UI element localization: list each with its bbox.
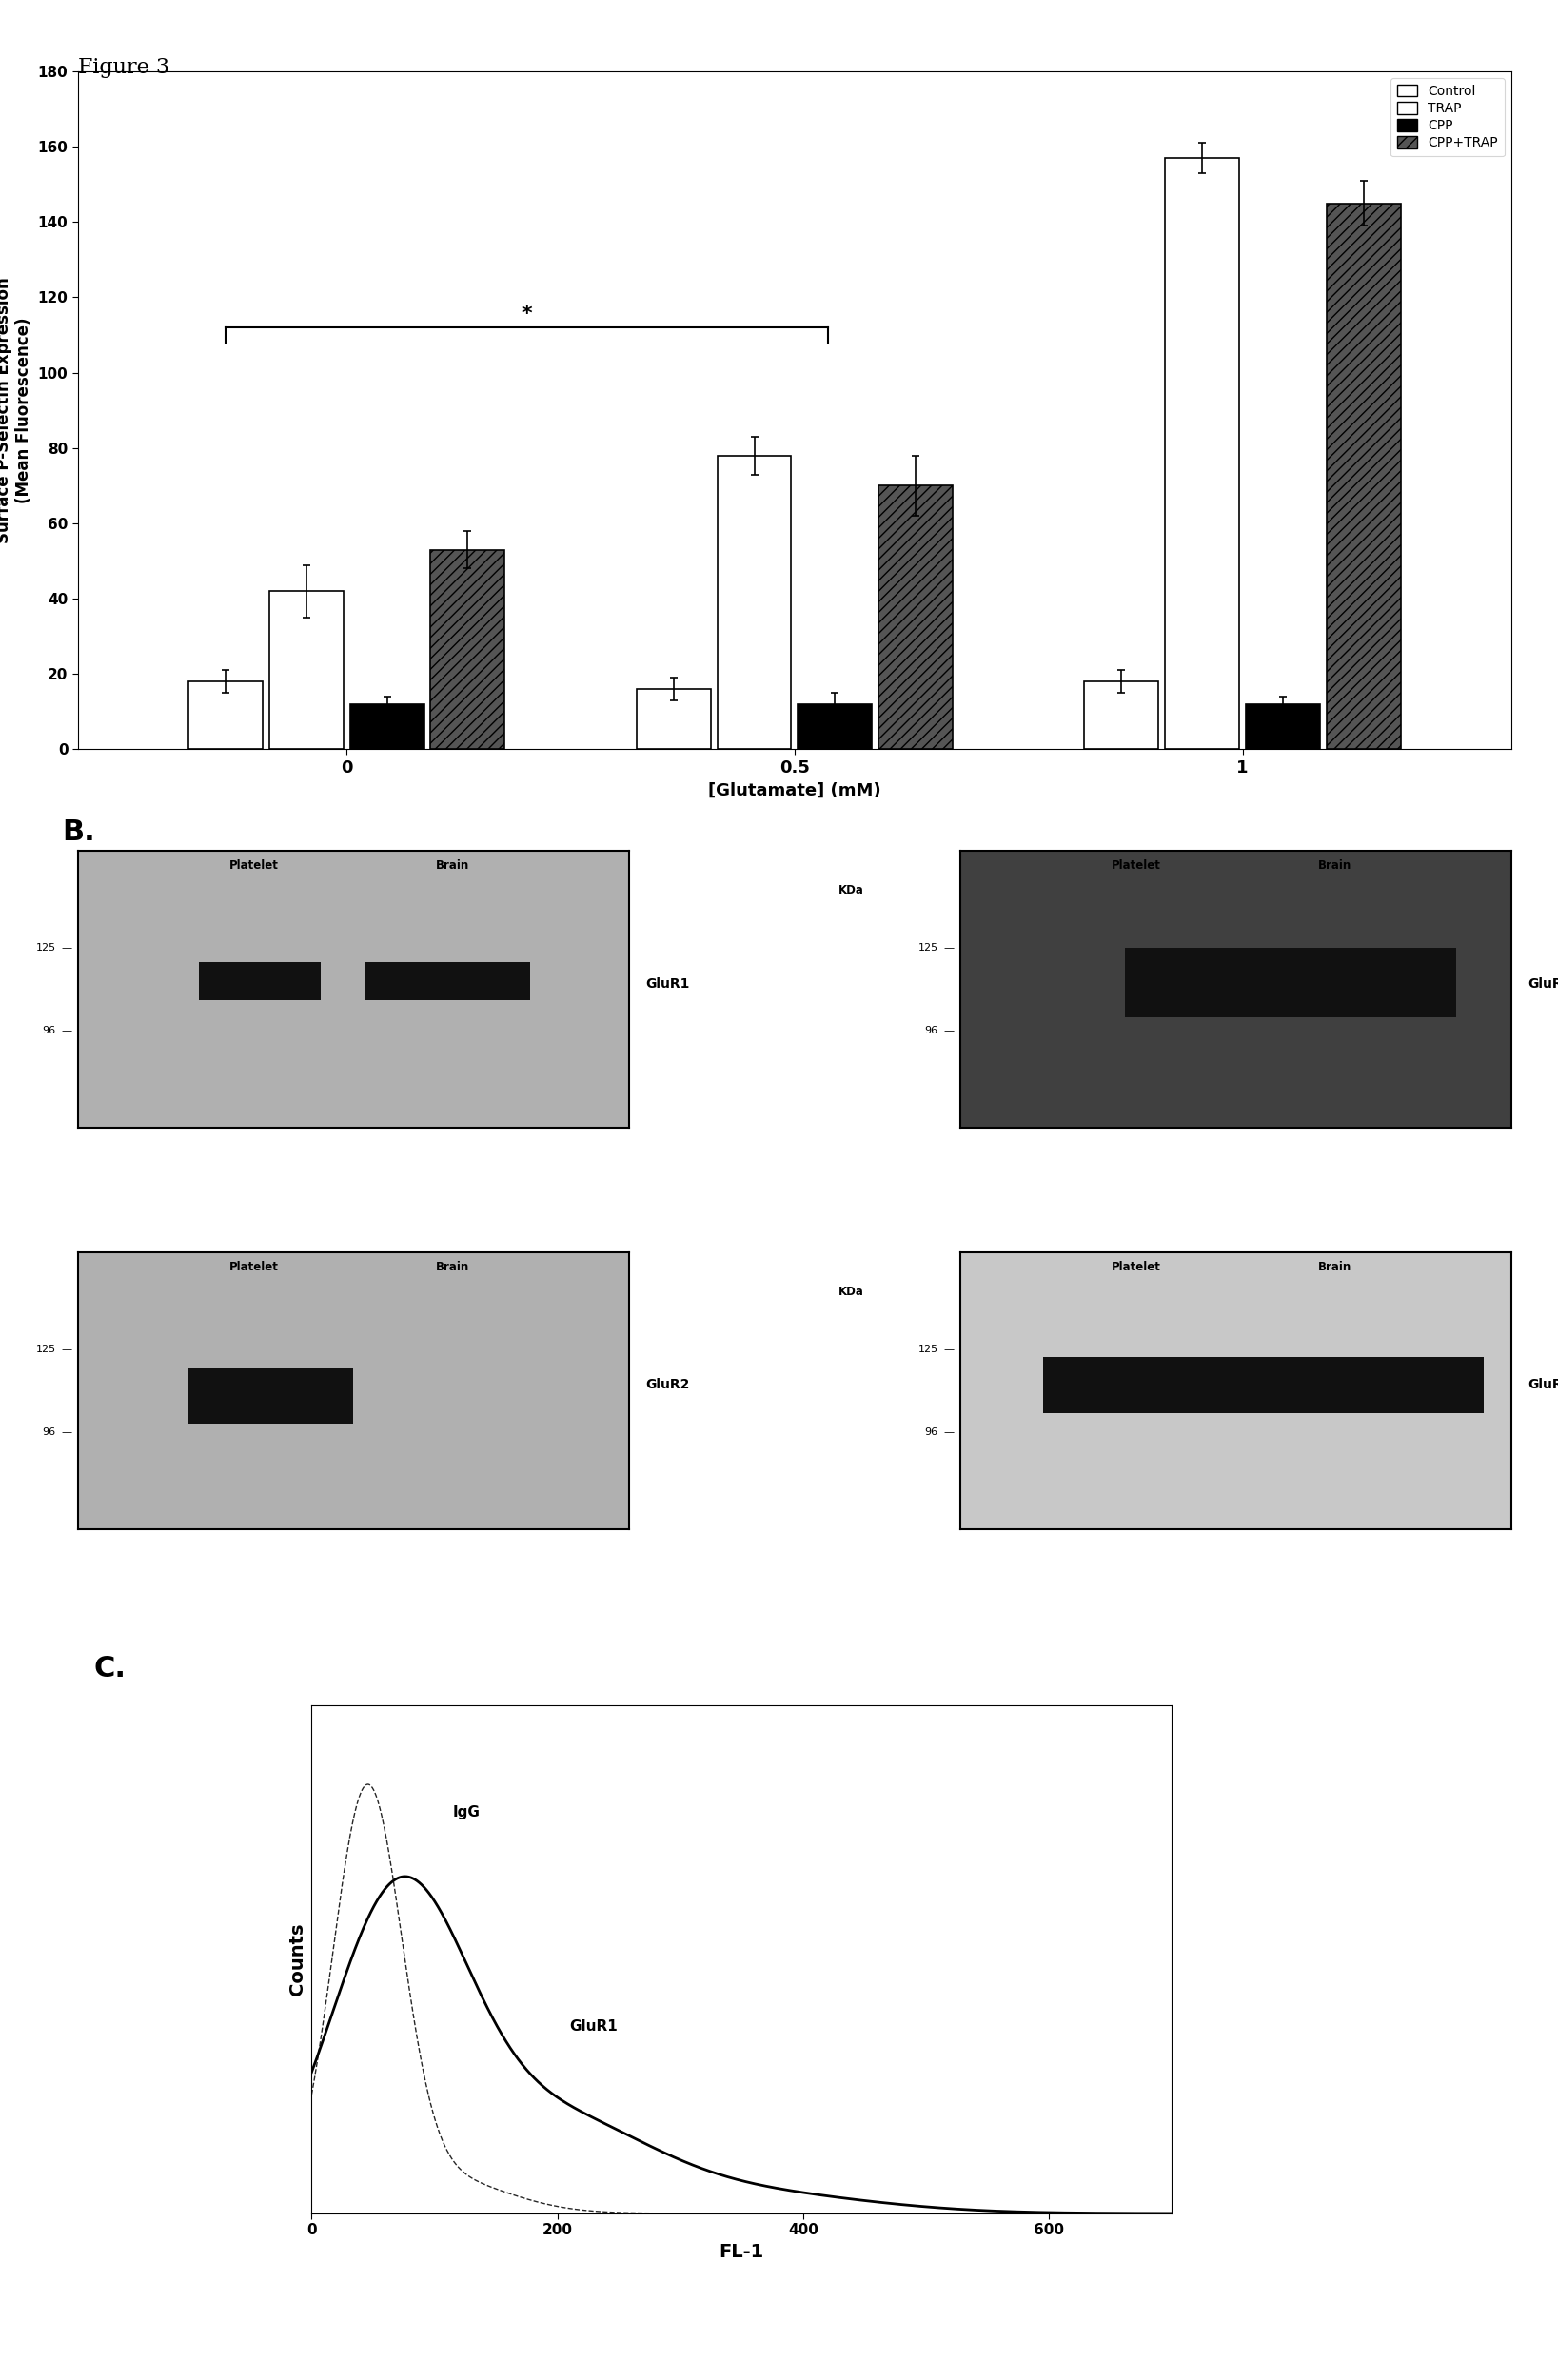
Text: C.: C. bbox=[93, 1654, 126, 1683]
Text: 125: 125 bbox=[36, 942, 56, 952]
Text: 96: 96 bbox=[42, 1428, 56, 1438]
Text: Figure 3: Figure 3 bbox=[78, 57, 170, 79]
Text: —: — bbox=[944, 1345, 955, 1354]
Text: 96: 96 bbox=[42, 1026, 56, 1035]
Text: Brain: Brain bbox=[436, 1261, 469, 1273]
Bar bbox=[798, 704, 872, 750]
Text: KDa: KDa bbox=[838, 1285, 865, 1297]
Text: 96: 96 bbox=[924, 1026, 938, 1035]
Text: Platelet: Platelet bbox=[1112, 1261, 1161, 1273]
Text: B.: B. bbox=[62, 819, 95, 847]
Text: GluR4: GluR4 bbox=[1528, 1378, 1558, 1392]
Text: KDa: KDa bbox=[838, 885, 865, 897]
Text: —: — bbox=[62, 1428, 72, 1438]
Text: —: — bbox=[62, 1026, 72, 1035]
Text: GluR2: GluR2 bbox=[645, 1378, 690, 1392]
Text: 125: 125 bbox=[36, 1345, 56, 1354]
Bar bbox=[1165, 157, 1239, 750]
Text: GluR3: GluR3 bbox=[1528, 978, 1558, 990]
Text: —: — bbox=[62, 942, 72, 952]
Bar bbox=[717, 455, 791, 750]
Y-axis label: Counts: Counts bbox=[288, 1923, 307, 1994]
Text: Platelet: Platelet bbox=[1112, 859, 1161, 871]
Bar bbox=[1264, 1357, 1483, 1414]
X-axis label: FL-1: FL-1 bbox=[720, 2242, 763, 2261]
Text: —: — bbox=[62, 1345, 72, 1354]
Bar bbox=[879, 486, 952, 750]
X-axis label: [Glutamate] (mM): [Glutamate] (mM) bbox=[709, 781, 880, 800]
Text: Platelet: Platelet bbox=[229, 1261, 279, 1273]
Text: —: — bbox=[944, 1026, 955, 1035]
Bar bbox=[1246, 704, 1320, 750]
Bar bbox=[199, 962, 321, 1000]
Text: 125: 125 bbox=[918, 942, 938, 952]
Bar bbox=[430, 550, 505, 750]
Text: IgG: IgG bbox=[453, 1806, 480, 1821]
Bar bbox=[1326, 202, 1401, 750]
Bar bbox=[1084, 681, 1159, 750]
Bar bbox=[351, 704, 424, 750]
Text: Brain: Brain bbox=[1318, 859, 1352, 871]
Text: GluR1: GluR1 bbox=[570, 2018, 619, 2033]
Bar bbox=[1042, 1357, 1264, 1414]
Y-axis label: Surface P-Selectin Expression
(Mean Fluorescence): Surface P-Selectin Expression (Mean Fluo… bbox=[0, 276, 33, 543]
Bar bbox=[365, 962, 530, 1000]
Legend: Control, TRAP, CPP, CPP+TRAP: Control, TRAP, CPP, CPP+TRAP bbox=[1391, 79, 1505, 157]
Text: —: — bbox=[944, 1428, 955, 1438]
Text: Platelet: Platelet bbox=[229, 859, 279, 871]
Bar bbox=[637, 690, 710, 750]
Text: —: — bbox=[944, 942, 955, 952]
Text: Brain: Brain bbox=[436, 859, 469, 871]
Bar bbox=[270, 590, 343, 750]
Text: Brain: Brain bbox=[1318, 1261, 1352, 1273]
Text: GluR1: GluR1 bbox=[645, 978, 690, 990]
Text: 96: 96 bbox=[924, 1428, 938, 1438]
Bar bbox=[189, 1368, 354, 1423]
Bar bbox=[1125, 947, 1457, 1016]
Text: *: * bbox=[522, 305, 533, 324]
Text: 125: 125 bbox=[918, 1345, 938, 1354]
Bar bbox=[189, 681, 263, 750]
